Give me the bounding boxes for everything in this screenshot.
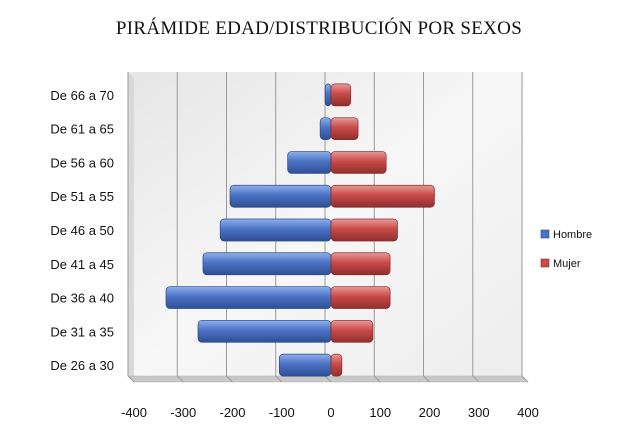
bar-mujer-4 bbox=[330, 252, 391, 276]
category-label: De 56 a 60 bbox=[50, 155, 114, 170]
category-label: De 66 a 70 bbox=[50, 88, 114, 103]
category-label: De 46 a 50 bbox=[50, 223, 114, 238]
legend-swatch-mujer bbox=[540, 258, 550, 268]
gridline-floor bbox=[275, 375, 283, 383]
x-tick-label: 0 bbox=[327, 405, 334, 420]
bar-hombre-6 bbox=[229, 184, 332, 208]
bar-mujer-5 bbox=[330, 218, 398, 242]
gridline-floor bbox=[423, 375, 430, 383]
side-wall bbox=[128, 72, 134, 382]
bar-hombre-5 bbox=[219, 218, 332, 242]
bar-mujer-1 bbox=[330, 353, 343, 377]
axis-labels: -400 -300 -200 -100 0 100 200 300 400 De 26 a 30 D… bbox=[50, 88, 538, 420]
bar-mujer-8 bbox=[330, 117, 359, 141]
bar-hombre-4 bbox=[202, 252, 332, 276]
bars bbox=[165, 83, 435, 377]
bar-mujer-6 bbox=[330, 184, 435, 208]
gridline-floor bbox=[127, 375, 135, 383]
bar-mujer-7 bbox=[330, 151, 387, 174]
category-label: De 51 a 55 bbox=[50, 189, 114, 204]
gridline-floor bbox=[226, 375, 233, 383]
x-tick-label: 400 bbox=[517, 405, 539, 420]
category-label: De 26 a 30 bbox=[50, 358, 114, 373]
gridline-floor bbox=[373, 375, 381, 383]
legend-label-hombre: Hombre bbox=[553, 229, 592, 241]
category-label: De 61 a 65 bbox=[50, 122, 114, 137]
bar-mujer-3 bbox=[330, 286, 391, 309]
category-label: De 41 a 45 bbox=[50, 257, 114, 272]
x-tick-label: 300 bbox=[468, 405, 490, 420]
gridline-floor bbox=[324, 375, 332, 383]
chart-title: PIRÁMIDE EDAD/DISTRIBUCIÓN POR SEXOS bbox=[115, 18, 523, 39]
category-label: De 36 a 40 bbox=[50, 291, 114, 306]
bar-hombre-2 bbox=[197, 319, 332, 343]
x-tick-label: -200 bbox=[219, 405, 245, 420]
x-tick-label: -300 bbox=[170, 405, 196, 420]
bar-hombre-8 bbox=[319, 117, 332, 141]
x-tick-label: -100 bbox=[269, 405, 295, 420]
bar-hombre-3 bbox=[165, 286, 332, 309]
bar-mujer-9 bbox=[330, 83, 352, 107]
category-label: De 31 a 35 bbox=[50, 324, 114, 339]
gridline-floor bbox=[472, 375, 480, 383]
gridline-floor bbox=[176, 375, 184, 383]
gridline-floor bbox=[521, 375, 529, 383]
legend: Hombre Mujer bbox=[540, 229, 592, 270]
x-tick-label: 100 bbox=[369, 405, 391, 420]
legend-swatch-hombre bbox=[540, 229, 550, 239]
x-tick-label: -400 bbox=[121, 405, 147, 420]
bar-hombre-9 bbox=[324, 83, 332, 107]
bar-hombre-7 bbox=[287, 151, 332, 174]
legend-label-mujer: Mujer bbox=[553, 258, 581, 270]
x-tick-label: 200 bbox=[419, 405, 441, 420]
bar-hombre-1 bbox=[278, 353, 332, 377]
bar-mujer-2 bbox=[330, 319, 374, 343]
